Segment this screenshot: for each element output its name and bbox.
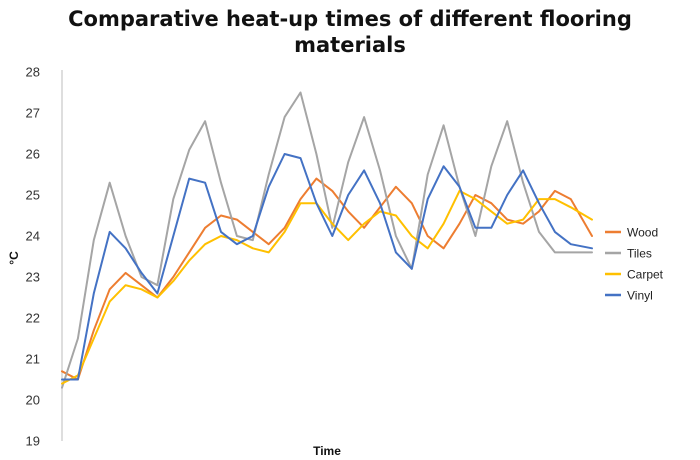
series-line-vinyl	[61, 153, 593, 381]
y-tick-label: 22	[26, 311, 40, 326]
y-axis-title: °C	[7, 251, 21, 265]
y-tick-label: 25	[26, 188, 40, 203]
legend-label-tiles: Tiles	[627, 247, 652, 261]
y-tick-label: 28	[26, 65, 40, 80]
x-axis-title: Time	[313, 444, 341, 458]
series-lines	[61, 91, 593, 389]
legend-label-wood: Wood	[627, 226, 658, 240]
legend: Wood Tiles Carpet Vinyl	[605, 226, 664, 303]
y-tick-label: 23	[26, 270, 40, 285]
legend-label-carpet: Carpet	[627, 268, 664, 282]
legend-label-vinyl: Vinyl	[627, 289, 653, 303]
series-line-tiles	[61, 91, 593, 389]
series-line-wood	[61, 177, 593, 381]
y-tick-label: 26	[26, 147, 40, 162]
chart-title: Comparative heat-up times of different f…	[0, 6, 700, 58]
y-tick-label: 24	[26, 229, 40, 244]
y-tick-label: 19	[26, 434, 40, 449]
y-tick-label: 20	[26, 393, 40, 408]
y-tick-label: 21	[26, 352, 40, 367]
y-axis: 19 20 21 22 23 24 25 26 27 28	[26, 65, 63, 449]
chart-title-line-2: materials	[294, 33, 406, 57]
chart-title-line-1: Comparative heat-up times of different f…	[68, 7, 632, 31]
y-tick-label: 27	[26, 106, 40, 121]
series-line-carpet	[61, 189, 593, 385]
